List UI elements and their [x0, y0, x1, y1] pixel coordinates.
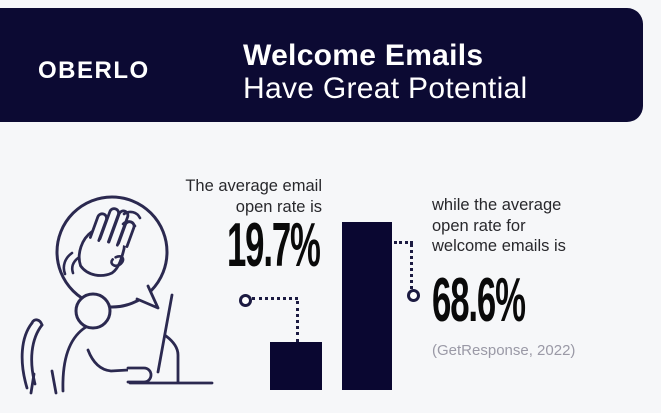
motion-arcs-left-inner [70, 256, 80, 275]
right-connector-ring-icon [407, 289, 420, 302]
monitor-stand [164, 334, 180, 384]
right-stat-label: while the average open rate for welcome … [432, 195, 566, 257]
bar-welcome-open-rate [342, 222, 392, 390]
chair-leg-left [29, 372, 36, 395]
motion-arcs-right [122, 210, 142, 220]
left-stat-label: The average email open rate is [185, 176, 322, 217]
chair-leg-right [50, 369, 58, 395]
title-line-2: Have Great Potential [243, 72, 528, 105]
bar-average-open-rate [270, 342, 322, 390]
motion-arcs-left [62, 251, 74, 276]
left-stat-value: 19.7% [227, 211, 321, 280]
oberlo-logo: OBERLO [38, 57, 150, 84]
motion-arcs-right-inner [121, 220, 137, 228]
right-stat-value: 68.6% [432, 266, 526, 335]
header-banner: OBERLO Welcome Emails Have Great Potenti… [0, 8, 643, 122]
speech-bubble-tail [135, 284, 160, 310]
monitor-screen [156, 293, 174, 374]
person-back [61, 325, 88, 393]
chair-back-outer [20, 321, 34, 390]
source-citation: (GetResponse, 2022) [432, 342, 576, 359]
left-connector-vertical [296, 301, 299, 342]
right-connector-horizontal [394, 241, 413, 244]
left-connector-ring-icon [239, 294, 252, 307]
person-hand-on-desk [126, 366, 153, 384]
page-title: Welcome Emails Have Great Potential [243, 39, 527, 105]
left-connector-horizontal [252, 297, 298, 300]
right-stat-label-line1: while the average [432, 196, 562, 214]
waving-hand-icon [77, 207, 136, 277]
left-stat-label-line2: open rate is [235, 197, 322, 216]
person-head [74, 292, 112, 330]
chair-back-top [30, 318, 44, 327]
right-connector-vertical [410, 244, 413, 289]
right-stat-label-line2: open rate for [432, 216, 526, 235]
title-line-1: Welcome Emails [243, 39, 484, 72]
facepalm-person-illustration [20, 195, 214, 395]
left-stat-label-line1: The average email [185, 177, 322, 195]
right-stat-label-line3: welcome emails is [432, 237, 566, 255]
person-arm [86, 348, 130, 373]
